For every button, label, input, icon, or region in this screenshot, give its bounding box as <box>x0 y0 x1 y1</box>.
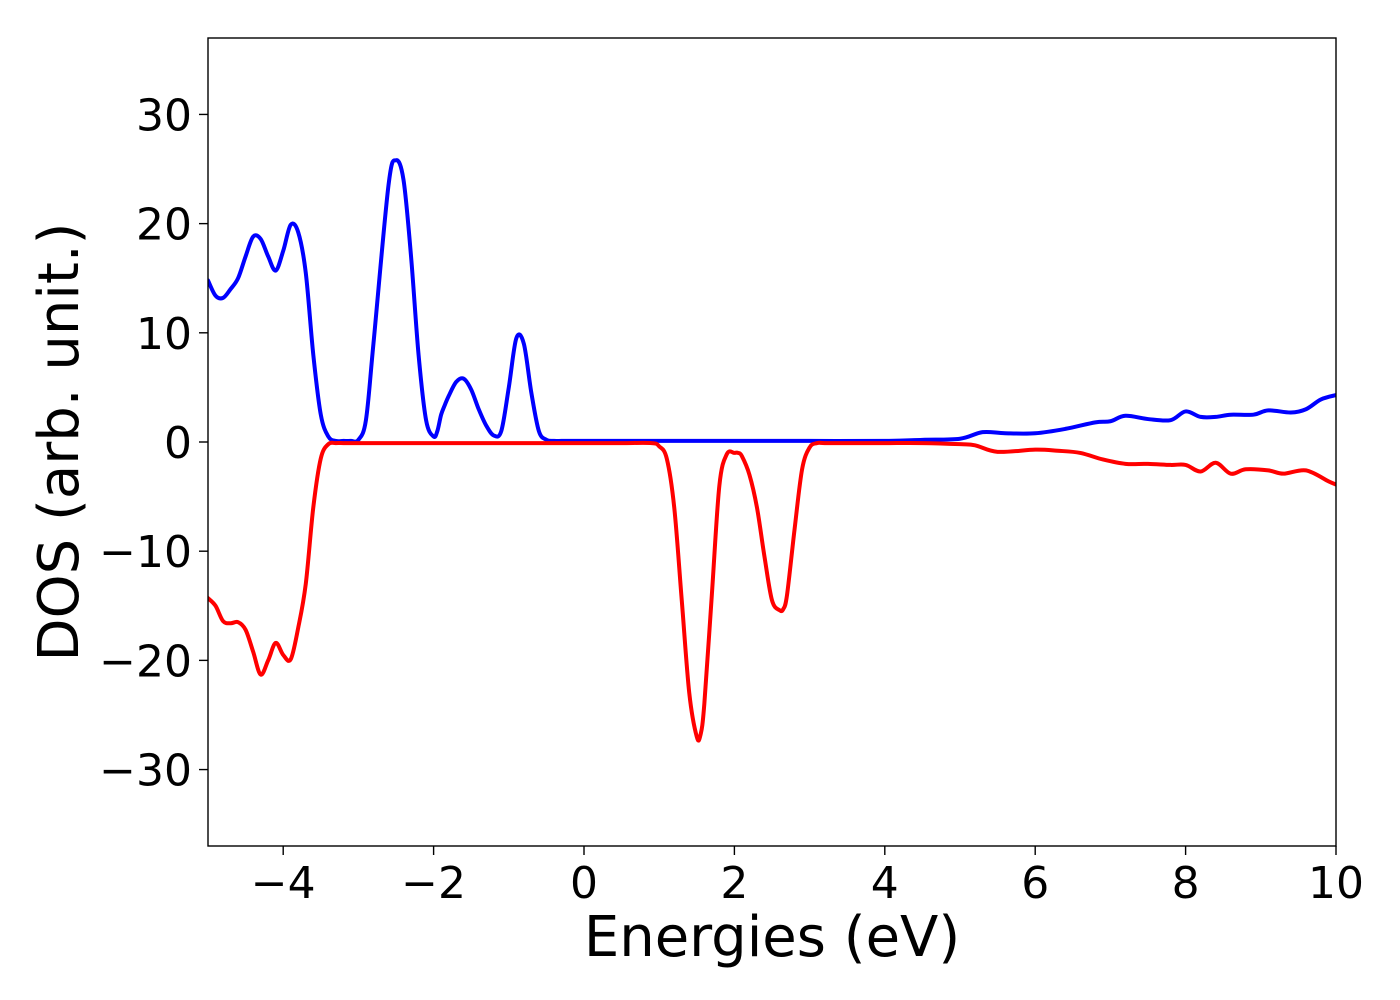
x-tick-label: 6 <box>1021 858 1049 909</box>
x-tick-label: 10 <box>1308 858 1364 909</box>
y-tick-label: 20 <box>136 200 192 251</box>
y-tick-label: −10 <box>99 527 192 578</box>
y-tick-label: 30 <box>136 90 192 141</box>
y-tick-label: 0 <box>164 418 192 469</box>
y-tick-label: −20 <box>99 636 192 687</box>
plot-frame <box>207 37 1337 847</box>
x-tick-label: −2 <box>401 858 466 909</box>
series-layer <box>208 158 1336 743</box>
x-axis-label: Energies (eV) <box>584 905 960 970</box>
dos-line-blue <box>208 158 1336 444</box>
x-tick-label: 2 <box>720 858 748 909</box>
x-tick-label: 4 <box>871 858 899 909</box>
x-axis-ticks: −4 −2 0 2 4 6 8 10 <box>251 846 1364 909</box>
x-tick-label: 0 <box>570 858 598 909</box>
x-tick-label: 8 <box>1172 858 1200 909</box>
x-tick-label: −4 <box>251 858 316 909</box>
y-tick-label: 10 <box>136 309 192 360</box>
y-tick-label: −30 <box>99 746 192 797</box>
y-axis-ticks: 30 20 10 0 −10 −20 −30 <box>99 90 208 797</box>
dos-line-red <box>208 440 1336 743</box>
y-axis-label: DOS (arb. unit.) <box>27 222 92 661</box>
